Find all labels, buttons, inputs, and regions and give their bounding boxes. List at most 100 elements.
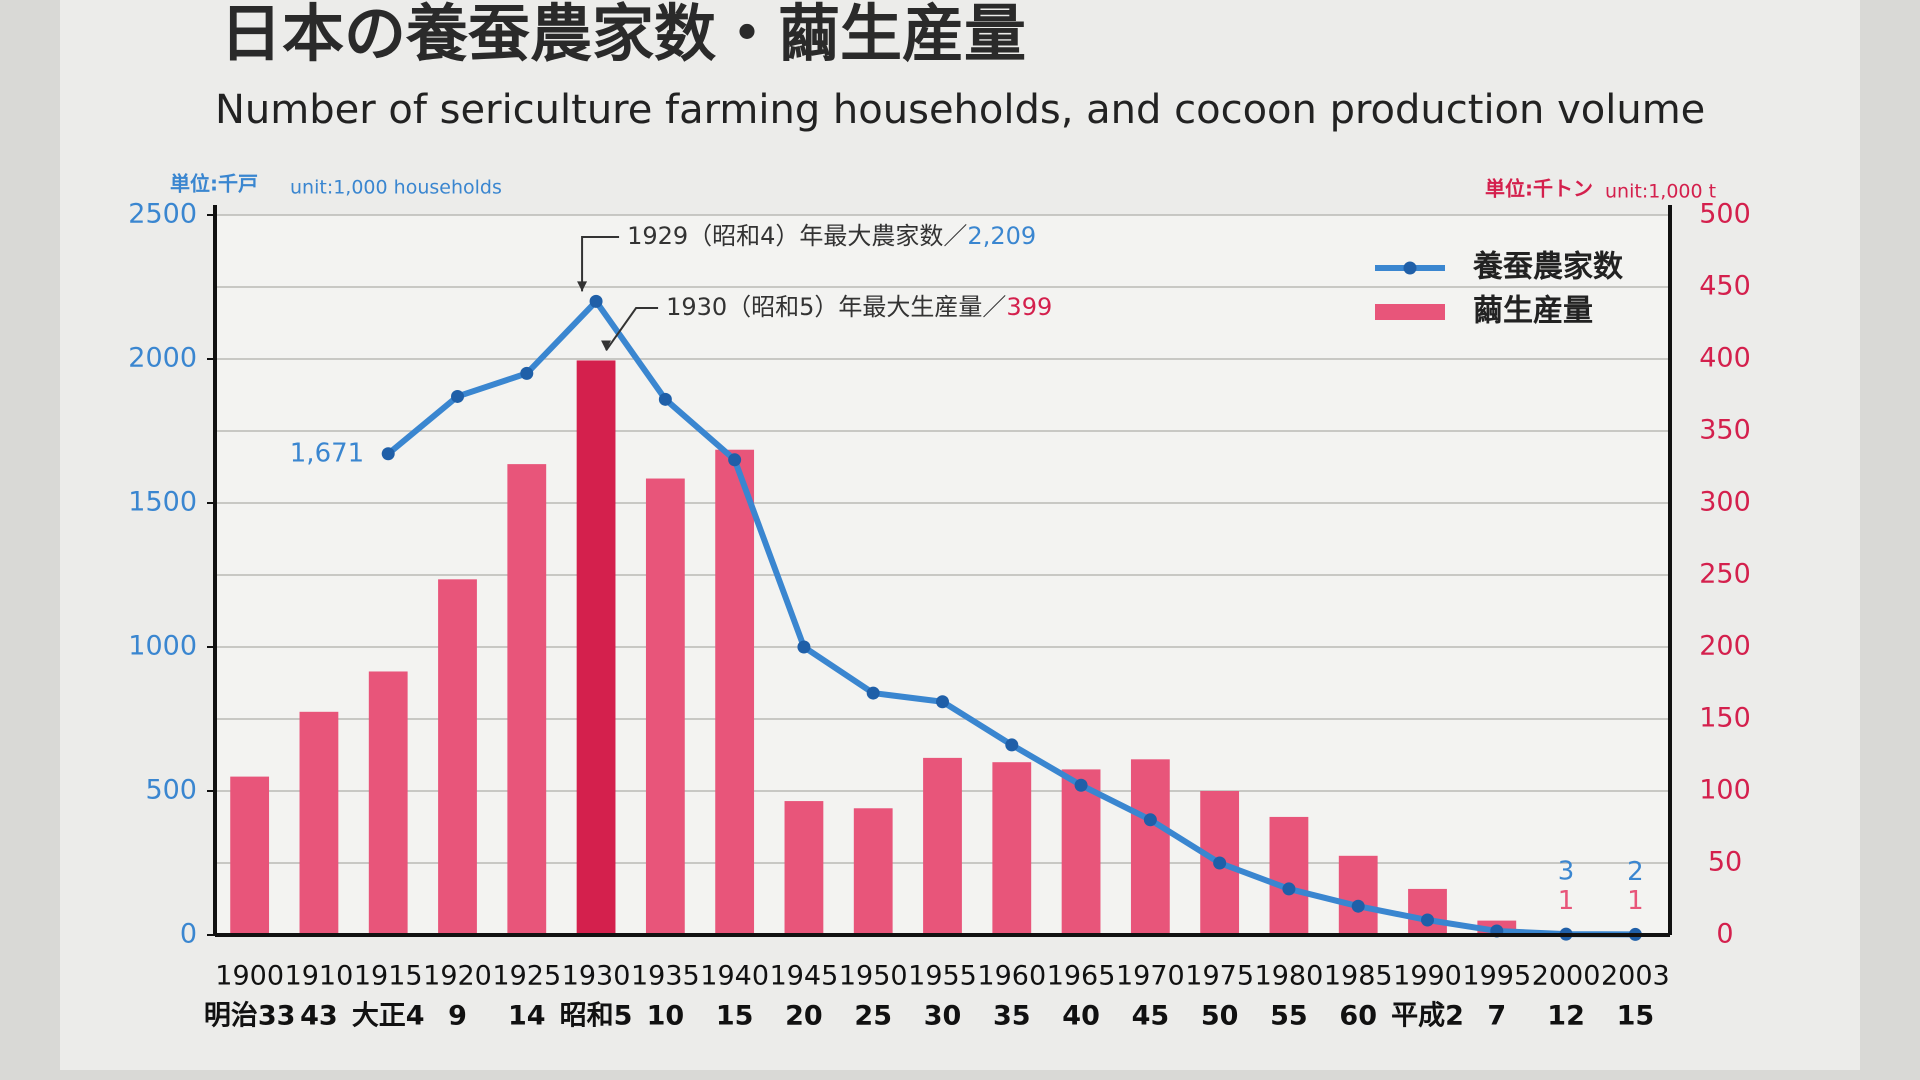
era-label: 30 (924, 1001, 962, 1032)
y2-tick-label: 100 (1699, 775, 1751, 806)
chart-title: 日本の養蚕農家数・繭生産量 (220, 0, 1026, 70)
point (1213, 856, 1227, 870)
point (1351, 899, 1365, 913)
data-label: 1,671 (290, 438, 364, 468)
x-tick-label: 1945 (770, 961, 839, 992)
point (866, 686, 880, 700)
x-tick-label: 1925 (492, 961, 561, 992)
legend-swatch (1375, 304, 1445, 320)
annotation: 1929（昭和4）年最大農家数／2,209 (627, 222, 1036, 250)
annotation-value: 399 (1006, 293, 1052, 321)
x-tick-label: 1995 (1462, 961, 1531, 992)
data-label: 1 (1627, 886, 1644, 916)
annotation-value: 2,209 (967, 222, 1036, 250)
bar (1061, 769, 1101, 935)
y2-tick-label: 400 (1699, 343, 1751, 374)
y2-tick-label: 50 (1708, 847, 1742, 878)
x-tick-label: 1970 (1116, 961, 1185, 992)
era-label: 50 (1201, 1001, 1239, 1032)
y2-tick-label: 250 (1699, 559, 1751, 590)
bar (1408, 888, 1447, 935)
bar (576, 360, 616, 935)
x-tick-label: 1910 (285, 961, 354, 992)
y2-unit: 単位:千トン (1485, 177, 1593, 201)
x-tick-label: 1950 (839, 961, 908, 992)
bar (1338, 855, 1378, 935)
bar (230, 776, 270, 935)
era-label: 35 (993, 1001, 1031, 1032)
y-tick-label: 2500 (128, 199, 197, 230)
point (1421, 913, 1434, 927)
data-label: 2 (1627, 857, 1644, 887)
x-tick-label: 1990 (1393, 961, 1462, 992)
annotation-arrow (601, 340, 612, 351)
annotation: 1930（昭和5）年最大生産量／399 (666, 293, 1052, 321)
point (1282, 882, 1296, 896)
era-label: 15 (1617, 1001, 1655, 1032)
legend-label: 養蚕農家数 (1472, 250, 1624, 285)
era-label: 20 (785, 1001, 823, 1032)
era-label: 55 (1270, 1001, 1308, 1032)
bar (299, 711, 339, 935)
point (381, 447, 395, 461)
y-tick-label: 500 (145, 775, 197, 806)
x-tick-label: 1900 (215, 961, 284, 992)
annotation-arrow (577, 281, 588, 292)
data-label: 1 (1558, 886, 1575, 916)
legend-swatch (1403, 261, 1417, 275)
point (589, 294, 603, 308)
y-tick-label: 1500 (128, 487, 197, 518)
point (1005, 738, 1019, 752)
x-tick-label: 1975 (1185, 961, 1254, 992)
era-label: 明治33 (204, 1001, 296, 1032)
y2-tick-label: 300 (1699, 487, 1751, 518)
bar (853, 808, 893, 935)
era-label: 45 (1132, 1001, 1170, 1032)
legend-label: 繭生産量 (1473, 294, 1593, 329)
bar (1269, 816, 1309, 935)
y2-tick-label: 0 (1716, 919, 1733, 950)
y-unit-en: unit:1,000 households (290, 177, 502, 199)
x-tick-label: 1915 (354, 961, 423, 992)
era-label: 9 (448, 1001, 467, 1032)
bar (1130, 759, 1170, 935)
era-label: 14 (508, 1001, 546, 1032)
era-label: 12 (1547, 1001, 1585, 1032)
point (658, 392, 672, 406)
x-tick-label: 1965 (1047, 961, 1116, 992)
y-unit: 単位:千戸 (170, 172, 258, 196)
bar (507, 464, 547, 935)
era-label: 10 (647, 1001, 685, 1032)
era-label: 40 (1062, 1001, 1100, 1032)
x-tick-label: 2003 (1601, 961, 1670, 992)
era-label: 15 (716, 1001, 754, 1032)
x-tick-label: 1960 (977, 961, 1046, 992)
era-label: 43 (300, 1001, 338, 1032)
y2-tick-label: 500 (1699, 199, 1751, 230)
point (1143, 813, 1157, 827)
y2-tick-label: 200 (1699, 631, 1751, 662)
bar (784, 801, 824, 935)
point (728, 453, 742, 467)
point (1074, 778, 1088, 792)
era-label: 昭和5 (560, 1001, 633, 1032)
y2-unit-en: unit:1,000 t (1605, 181, 1716, 203)
x-tick-label: 1930 (562, 961, 631, 992)
era-label: 25 (854, 1001, 892, 1032)
y2-tick-label: 150 (1699, 703, 1751, 734)
era-label: 7 (1487, 1001, 1506, 1032)
y-tick-label: 2000 (128, 343, 197, 374)
annotation-text: 1930（昭和5）年最大生産量／ (666, 293, 1006, 321)
bar (715, 449, 755, 935)
bar (923, 757, 962, 935)
x-tick-label: 1980 (1255, 961, 1324, 992)
era-label: 大正4 (352, 1001, 425, 1032)
bar (368, 671, 408, 935)
annotation-leader (605, 307, 659, 352)
x-tick-label: 1955 (908, 961, 977, 992)
data-label: 3 (1558, 857, 1575, 887)
bar (645, 478, 685, 935)
x-tick-label: 1935 (631, 961, 700, 992)
